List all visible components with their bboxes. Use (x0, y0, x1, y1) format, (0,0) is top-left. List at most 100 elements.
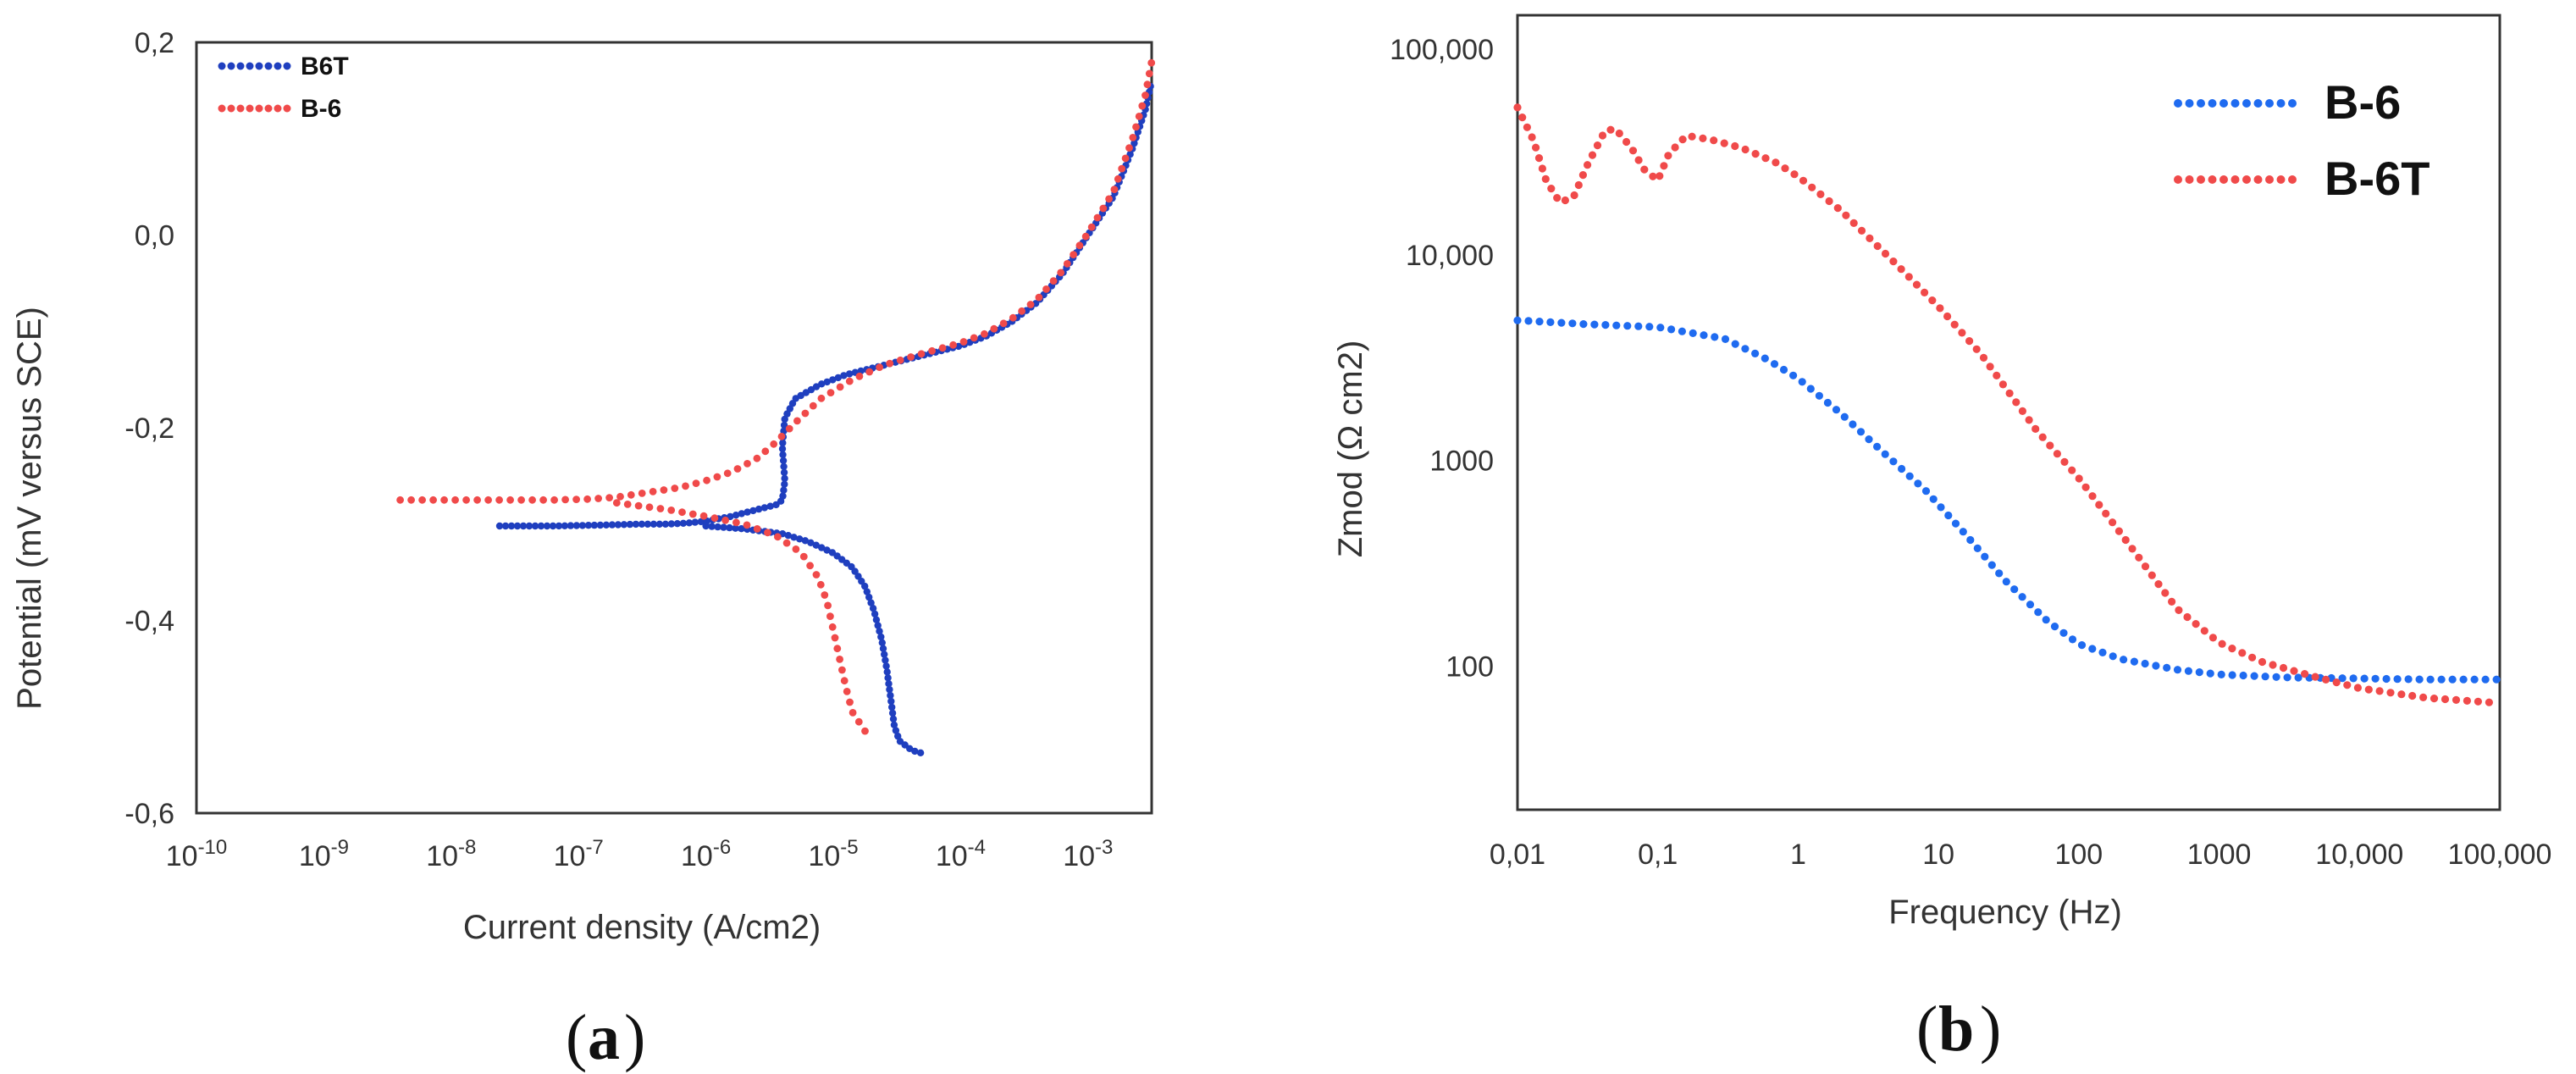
panel-b-point-b-6 (2141, 659, 2149, 668)
panel-b-point-b-6t (2068, 466, 2076, 474)
panel-a-point-b6t (807, 539, 815, 546)
panel-b-point-b-6t (2279, 663, 2288, 673)
panel-b-point-b-6t (1574, 180, 1583, 190)
panel-b-point-b-6t (2485, 698, 2493, 706)
panel-a-point-b6t (784, 532, 792, 540)
panel-b-point-b-6 (2261, 673, 2269, 681)
panel-a-point-b6t (884, 674, 892, 682)
panel-b-point-b-6t (2053, 450, 2061, 458)
panel-a-point-b6t (780, 462, 788, 470)
panel-a-point-b6t (531, 522, 539, 530)
panel-a-point-b-6 (539, 495, 547, 504)
panel-b-x-tick-label: 100,000 (2448, 839, 2552, 871)
panel-b-point-b-6 (1973, 544, 1982, 553)
panel-a-point-b6t (720, 523, 727, 531)
panel-b-point-b-6t (1570, 191, 1578, 200)
panel-a-point-b6t (744, 508, 751, 516)
panel-a-point-b-6 (809, 401, 817, 410)
panel-b-point-b-6 (1634, 322, 1643, 330)
panel-a-point-b6t (881, 650, 888, 658)
panel-b-point-b-6t (1912, 280, 1921, 289)
panel-b-point-b-6 (1678, 327, 1686, 335)
panel-a-point-b-6 (816, 580, 825, 589)
panel-b-x-tick-label: 10 (1922, 839, 1954, 871)
panel-a-point-b6t (882, 656, 889, 664)
panel-a-y-tick-label: -0,2 (124, 412, 174, 445)
panel-a-point-b6t (781, 474, 788, 482)
panel-b-x-tick-label: 10,000 (2315, 839, 2403, 871)
panel-b-point-b-6 (1689, 329, 1697, 337)
panel-b-point-b-6 (1865, 435, 1873, 444)
panel-a-point-b-6 (826, 612, 834, 620)
panel-b-point-b-6t (1857, 226, 1866, 235)
panel-b-point-b-6t (1660, 162, 1668, 170)
panel-a-point-b6t (543, 522, 551, 530)
panel-a-point-b6t (892, 727, 900, 734)
panel-b-point-b-6t (2343, 681, 2352, 689)
panel-a-point-b-6 (949, 340, 957, 349)
panel-b-point-b-6t (2290, 667, 2298, 675)
panel-a-point-b-6 (824, 601, 832, 610)
panel-a-point-b-6 (723, 469, 732, 478)
svg-text:(: ( (566, 1002, 587, 1073)
panel-a-point-b-6 (793, 417, 801, 425)
panel-a-point-b6t (778, 445, 787, 453)
panel-a-point-b-6 (1118, 164, 1126, 173)
panel-b-point-b-6 (1921, 487, 1931, 495)
panel-a-point-b-6 (678, 508, 686, 517)
panel-b-point-b-6 (2470, 675, 2479, 684)
panel-a-series-b-6 (396, 58, 1156, 735)
panel-b-point-b-6 (2152, 662, 2160, 670)
panel-b-caption: ( b ) (1916, 994, 2001, 1065)
panel-a-point-b-6 (710, 514, 719, 523)
panel-b-point-b-6t (2128, 545, 2137, 553)
panel-b-point-b-6t (1741, 145, 1750, 154)
panel-a-point-b-6 (792, 545, 800, 553)
panel-a-point-b6t (655, 520, 664, 528)
panel-a-point-b6t (602, 521, 611, 529)
panel-b-point-b-6t (1523, 123, 1531, 131)
panel-a-x-tick-label: 10-9 (299, 836, 349, 872)
panel-b-x-tick-label: 0,01 (1490, 839, 1545, 871)
panel-a-legend-item: B-6 (218, 95, 341, 123)
panel-a-point-b6t (519, 522, 528, 530)
panel-b-y-tick-label: 1000 (1429, 446, 1494, 478)
panel-b-point-b-6t (1731, 141, 1739, 151)
panel-b-point-b-6 (2077, 641, 2087, 650)
panel-b-point-b-6 (1568, 319, 1577, 328)
panel-a-series-layer (396, 58, 1156, 756)
panel-a-point-b-6 (583, 495, 591, 503)
panel-a-point-b6t (780, 486, 788, 494)
panel-a-point-b-6 (770, 440, 778, 448)
panel-b-series-b-6 (1513, 316, 2501, 684)
panel-b-point-b-6 (2349, 674, 2358, 683)
panel-a-point-b-6 (1070, 251, 1077, 258)
panel-b-point-b-6 (2109, 652, 2117, 661)
panel-b-point-b-6 (1959, 528, 1967, 536)
panel-b-point-b-6t (2109, 518, 2117, 527)
panel-b-point-b-6t (2441, 695, 2450, 704)
panel-b-point-b-6 (1557, 318, 1566, 327)
panel-b-point-b-6 (1513, 316, 1522, 324)
panel-a-point-b6t (620, 521, 628, 529)
panel-b-point-b-6t (1640, 165, 1649, 174)
panel-b-point-b-6t (1751, 150, 1760, 158)
panel-b-x-tick-label: 100 (2054, 839, 2103, 871)
svg-text:): ) (624, 1002, 645, 1073)
panel-a-point-b6t (818, 544, 826, 551)
panel-b-point-b-6t (2032, 424, 2040, 433)
panel-a-point-b6t (584, 522, 593, 529)
panel-b-point-b-6t (2269, 661, 2277, 669)
panel-a-point-b6t (626, 520, 634, 529)
panel-b-point-b-6t (2183, 612, 2192, 622)
panel-a-x-axis-title: Current density (A/cm2) (463, 909, 821, 946)
panel-a-point-b-6 (495, 495, 503, 504)
panel-a-point-b6t (561, 522, 569, 529)
panel-a-point-b-6 (865, 368, 874, 376)
panel-b-point-b-6 (1981, 552, 1989, 561)
panel-a-point-b6t (882, 662, 890, 670)
panel-a-point-b-6 (623, 501, 632, 508)
panel-b-point-b-6 (2228, 671, 2236, 679)
panel-b-point-b-6t (2075, 474, 2083, 483)
